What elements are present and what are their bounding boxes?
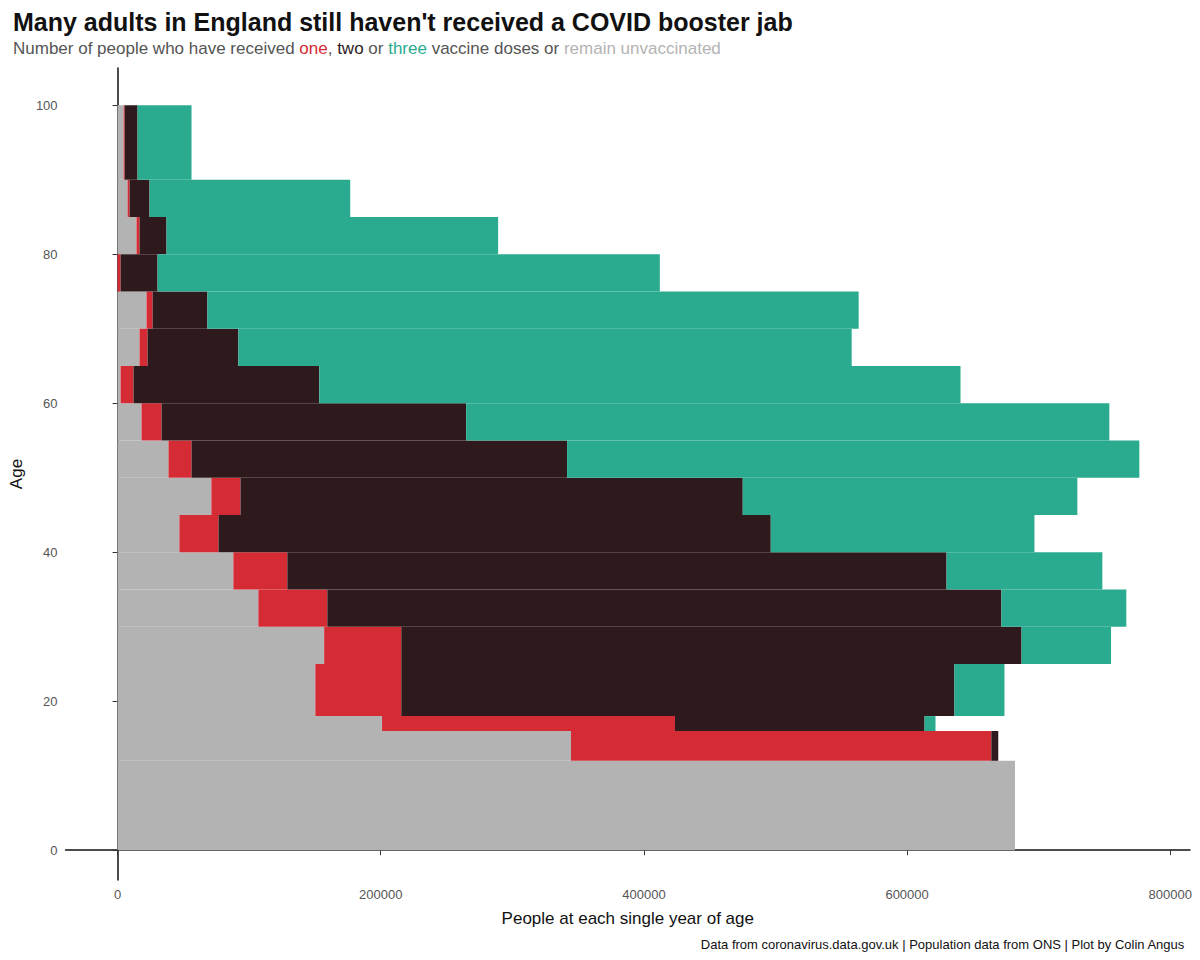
svg-text:200000: 200000 [359, 887, 402, 902]
svg-text:or: or [364, 39, 389, 58]
svg-text:two: two [337, 39, 363, 58]
svg-text:Number of people who have rece: Number of people who have received [13, 39, 299, 58]
svg-text:800000: 800000 [1149, 887, 1192, 902]
svg-text:remain unvaccinated: remain unvaccinated [564, 39, 721, 58]
svg-text:0: 0 [50, 843, 57, 858]
svg-text:100: 100 [36, 98, 58, 113]
svg-text:,: , [328, 39, 337, 58]
svg-text:People at each single year of: People at each single year of age [502, 909, 754, 928]
svg-text:one: one [299, 39, 327, 58]
svg-text:Data from coronavirus.data.gov: Data from coronavirus.data.gov.uk | Popu… [701, 937, 1185, 952]
svg-text:60: 60 [43, 396, 57, 411]
svg-text:vaccine doses or: vaccine doses or [427, 39, 564, 58]
svg-text:three: three [388, 39, 427, 58]
svg-text:Many adults in England still h: Many adults in England still haven't rec… [13, 8, 793, 36]
svg-text:40: 40 [43, 545, 57, 560]
svg-text:20: 20 [43, 694, 57, 709]
svg-text:400000: 400000 [622, 887, 665, 902]
svg-text:Age: Age [7, 459, 26, 489]
svg-text:80: 80 [43, 247, 57, 262]
svg-text:0: 0 [114, 887, 121, 902]
svg-text:600000: 600000 [885, 887, 928, 902]
